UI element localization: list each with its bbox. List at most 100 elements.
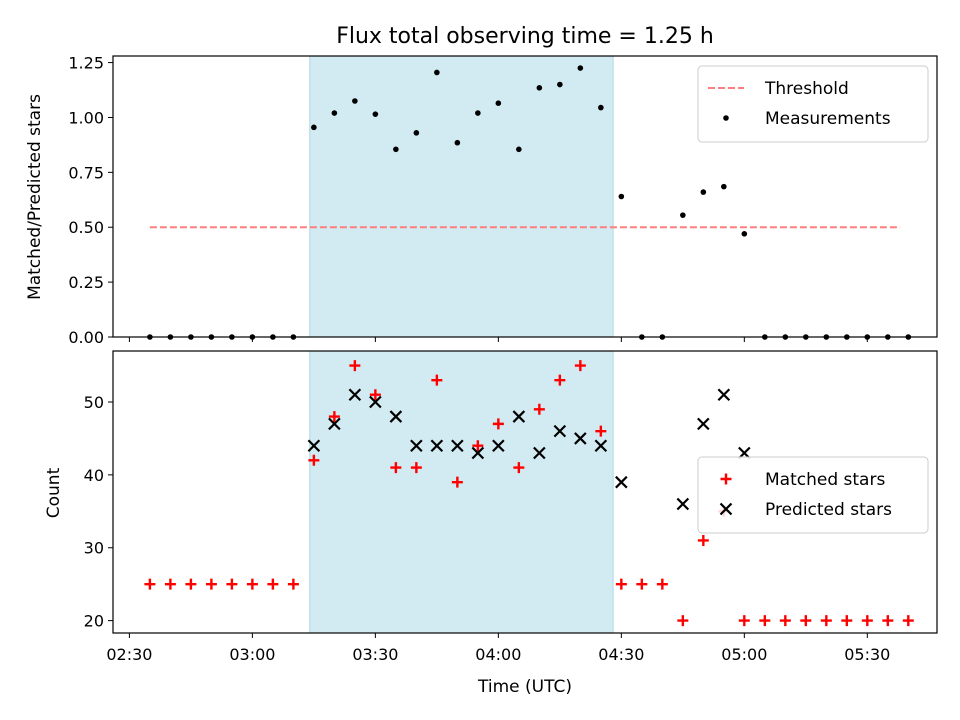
data-point bbox=[615, 475, 628, 489]
data-point bbox=[820, 615, 832, 627]
data-point bbox=[246, 578, 258, 590]
data-point bbox=[410, 439, 423, 453]
x-tick-label: 05:30 bbox=[844, 645, 890, 664]
x-tick-label: 03:30 bbox=[352, 645, 398, 664]
data-point bbox=[717, 388, 731, 401]
data-point bbox=[492, 439, 505, 453]
axes-frame bbox=[112, 55, 938, 338]
data-point bbox=[287, 578, 299, 590]
data-point bbox=[697, 534, 709, 546]
y-tick-label: 0.00 bbox=[68, 328, 104, 347]
data-point bbox=[595, 425, 607, 437]
data-point bbox=[267, 578, 279, 590]
top-y-axis-label: Matched/Predicted stars bbox=[25, 94, 45, 300]
data-point bbox=[741, 231, 748, 237]
data-point bbox=[451, 476, 463, 488]
data-point bbox=[393, 146, 399, 153]
axes-frame bbox=[112, 350, 938, 634]
data-point bbox=[779, 615, 791, 627]
y-tick-label: 30 bbox=[84, 539, 104, 558]
legend-box bbox=[697, 456, 929, 534]
data-point bbox=[656, 578, 668, 590]
data-point bbox=[697, 417, 710, 431]
legend-box bbox=[697, 65, 929, 143]
data-point bbox=[164, 578, 176, 590]
data-point bbox=[738, 615, 750, 627]
data-point bbox=[472, 440, 484, 452]
y-tick-label: 1.00 bbox=[68, 108, 104, 127]
data-point bbox=[348, 388, 362, 401]
panel-count: 20 30 40 50 02:30 03:00 03:30 04:00 04:30 05:00 05… bbox=[84, 350, 938, 664]
data-point bbox=[492, 418, 504, 430]
legend-label: Predicted stars bbox=[765, 500, 892, 520]
data-point bbox=[516, 146, 522, 153]
data-point bbox=[882, 615, 894, 627]
x-tick-label: 04:30 bbox=[598, 645, 644, 664]
data-point bbox=[574, 360, 586, 372]
data-point bbox=[495, 100, 502, 106]
data-point bbox=[677, 615, 689, 627]
data-point bbox=[454, 139, 461, 146]
y-tick-label: 40 bbox=[84, 466, 104, 485]
data-point bbox=[352, 98, 358, 104]
observing-window-band bbox=[309, 55, 614, 338]
x-axis-label: Time (UTC) bbox=[477, 677, 572, 697]
data-point bbox=[536, 85, 543, 91]
y-tick-label: 50 bbox=[84, 393, 104, 412]
y-tick-label: 1.25 bbox=[68, 54, 104, 73]
chart-title: Flux total observing time = 1.25 h bbox=[336, 24, 714, 49]
data-point bbox=[475, 110, 481, 116]
data-point bbox=[553, 424, 567, 438]
data-point bbox=[389, 410, 403, 423]
data-point bbox=[349, 360, 361, 372]
legend-label: Matched stars bbox=[765, 470, 885, 490]
data-point bbox=[577, 65, 584, 71]
data-point bbox=[430, 439, 444, 453]
data-point bbox=[308, 454, 320, 466]
series-predicted-stars bbox=[307, 388, 751, 511]
data-point bbox=[800, 615, 812, 627]
data-point bbox=[615, 578, 627, 590]
data-point bbox=[226, 578, 238, 590]
data-point bbox=[636, 578, 648, 590]
y-tick-label: 0.75 bbox=[68, 163, 104, 182]
data-point bbox=[574, 432, 587, 445]
data-point bbox=[372, 111, 379, 117]
data-point bbox=[390, 462, 402, 474]
x-tick-label: 04:00 bbox=[475, 645, 521, 664]
data-point bbox=[902, 615, 914, 627]
legend: Threshold Measurements bbox=[697, 65, 929, 143]
data-point bbox=[185, 578, 197, 590]
data-point bbox=[533, 446, 546, 460]
x-tick-label: 02:30 bbox=[106, 645, 152, 664]
data-point bbox=[512, 410, 526, 423]
data-point bbox=[331, 110, 338, 116]
data-point bbox=[557, 81, 563, 88]
data-point bbox=[451, 439, 464, 453]
data-point bbox=[759, 615, 771, 627]
legend: Matched stars Predicted stars bbox=[697, 456, 929, 534]
data-point bbox=[471, 446, 485, 460]
x-tick-label: 03:00 bbox=[229, 645, 275, 664]
data-point bbox=[144, 578, 156, 590]
data-point bbox=[307, 439, 321, 453]
data-point bbox=[676, 497, 690, 511]
y-tick-label: 0.50 bbox=[68, 218, 104, 237]
legend-handle bbox=[719, 502, 733, 516]
data-point bbox=[413, 130, 420, 136]
data-point bbox=[554, 374, 566, 386]
data-point bbox=[410, 462, 422, 474]
data-point bbox=[369, 395, 382, 409]
data-point bbox=[598, 104, 604, 111]
data-point bbox=[861, 615, 873, 627]
series-matched-stars bbox=[144, 360, 914, 627]
data-point bbox=[205, 578, 217, 590]
data-point bbox=[700, 189, 707, 195]
x-tick-label: 05:00 bbox=[721, 645, 767, 664]
legend-handle bbox=[720, 473, 732, 485]
data-point bbox=[328, 417, 341, 431]
data-point bbox=[594, 439, 608, 453]
bottom-y-axis-label: Count bbox=[44, 467, 64, 518]
legend-label: Measurements bbox=[765, 109, 891, 129]
